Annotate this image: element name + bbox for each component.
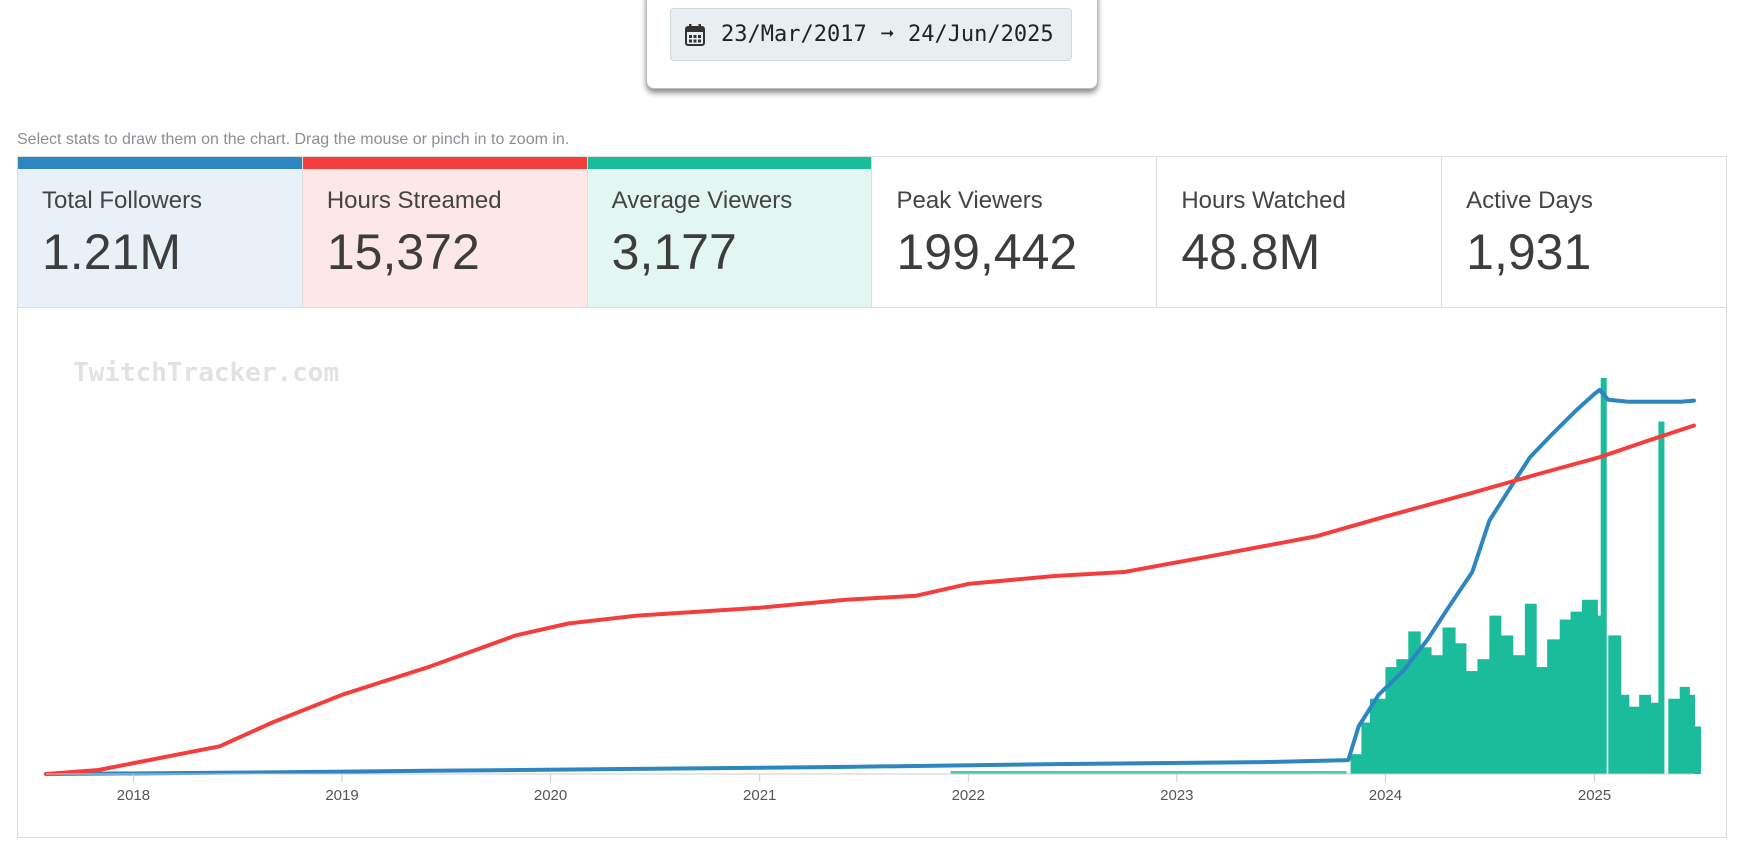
x-tick-label: 2023 <box>1160 787 1193 804</box>
stat-value: 15,372 <box>326 224 480 280</box>
average-viewers-bar <box>1668 698 1681 774</box>
date-range-picker[interactable]: 23/Mar/2017 ➞ 24/Jun/2025 <box>646 0 1098 89</box>
arrow-icon: ➞ <box>880 22 894 47</box>
date-start: 23/Mar/2017 <box>721 22 867 47</box>
average-viewers-bar <box>1559 619 1572 774</box>
average-viewers-bar <box>1628 706 1641 774</box>
average-viewers-bar <box>1658 421 1665 774</box>
followers-line <box>44 387 1696 776</box>
average-viewers-bar <box>1465 671 1479 774</box>
average-viewers-bar <box>1535 667 1549 774</box>
chart-svg[interactable]: 2018 2019 2020 2021 2022 2023 2024 2025 <box>18 308 1726 838</box>
stat-color-bar <box>587 157 872 169</box>
average-viewers-bar <box>1639 694 1651 774</box>
x-tick-label: 2019 <box>325 787 358 804</box>
average-viewers-bar <box>1350 754 1363 774</box>
average-viewers-baseline <box>950 771 1347 774</box>
average-viewers-bar <box>1370 698 1387 774</box>
stat-color-bar <box>302 157 587 169</box>
x-tick-label: 2025 <box>1578 787 1611 804</box>
stat-hours-streamed[interactable]: Hours Streamed 15,372 <box>302 157 588 307</box>
watermark: TwitchTracker.com <box>73 358 340 388</box>
stat-label: Hours Streamed <box>326 187 502 214</box>
stat-color-bar <box>18 157 302 169</box>
stat-value: 1,931 <box>1466 224 1592 280</box>
average-viewers-bar <box>1547 639 1561 774</box>
average-viewers-bar <box>1570 611 1583 774</box>
stat-label: Total Followers <box>42 187 203 214</box>
average-viewers-bar <box>1582 599 1598 774</box>
stat-hours-watched[interactable]: Hours Watched 48.8M <box>1157 157 1443 307</box>
stat-value: 3,177 <box>611 224 737 280</box>
average-viewers-bar <box>1454 643 1467 774</box>
average-viewers-bar <box>1500 635 1514 774</box>
average-viewers-bar <box>1600 378 1607 774</box>
stat-peak-viewers[interactable]: Peak Viewers 199,442 <box>872 157 1158 307</box>
average-viewers-bar <box>1430 655 1444 774</box>
x-tick-label: 2018 <box>117 787 150 804</box>
average-viewers-bar <box>1385 667 1398 774</box>
date-range-field[interactable]: 23/Mar/2017 ➞ 24/Jun/2025 <box>670 8 1072 61</box>
stat-label: Hours Watched <box>1181 187 1346 214</box>
average-viewers-bar <box>1408 631 1421 774</box>
stat-label: Average Viewers <box>611 187 793 214</box>
average-viewers-bar <box>1694 726 1701 774</box>
average-viewers-bar <box>1396 659 1410 774</box>
hours_streamed-line <box>44 423 1696 776</box>
x-tick-label: 2022 <box>952 787 985 804</box>
stat-average-viewers[interactable]: Average Viewers 3,177 <box>587 157 873 307</box>
date-end: 24/Jun/2025 <box>907 22 1054 47</box>
average-viewers-bar <box>1679 686 1690 774</box>
chart-hint: Select stats to draw them on the chart. … <box>17 131 570 148</box>
stat-value: 1.21M <box>42 224 181 280</box>
calendar-icon <box>685 23 705 46</box>
average-viewers-bar <box>1512 655 1526 774</box>
stat-active-days[interactable]: Active Days 1,931 <box>1442 157 1726 307</box>
average-viewers-bar <box>1419 647 1432 774</box>
stat-value: 199,442 <box>896 224 1078 280</box>
stats-row: Total Followers 1.21M Hours Streamed 15,… <box>17 156 1727 308</box>
average-viewers-bar <box>1361 722 1371 774</box>
x-tick-label: 2024 <box>1369 787 1402 804</box>
x-tick-label: 2020 <box>534 787 567 804</box>
average-viewers-bar <box>1442 627 1456 774</box>
average-viewers-bar <box>1477 659 1491 774</box>
stat-label: Peak Viewers <box>896 187 1043 214</box>
stat-label: Active Days <box>1466 187 1593 214</box>
chart-panel[interactable]: TwitchTracker.com 2018 2019 2020 2021 2022 20… <box>17 308 1727 838</box>
average-viewers-bar <box>1489 615 1502 774</box>
average-viewers-bar <box>1620 694 1630 774</box>
x-tick-label: 2021 <box>743 787 776 804</box>
stat-total-followers[interactable]: Total Followers 1.21M <box>18 157 303 307</box>
stat-value: 48.8M <box>1181 224 1321 280</box>
average-viewers-bar <box>1688 694 1695 774</box>
average-viewers-bar <box>1524 603 1537 774</box>
average-viewers-bar <box>1608 635 1622 774</box>
